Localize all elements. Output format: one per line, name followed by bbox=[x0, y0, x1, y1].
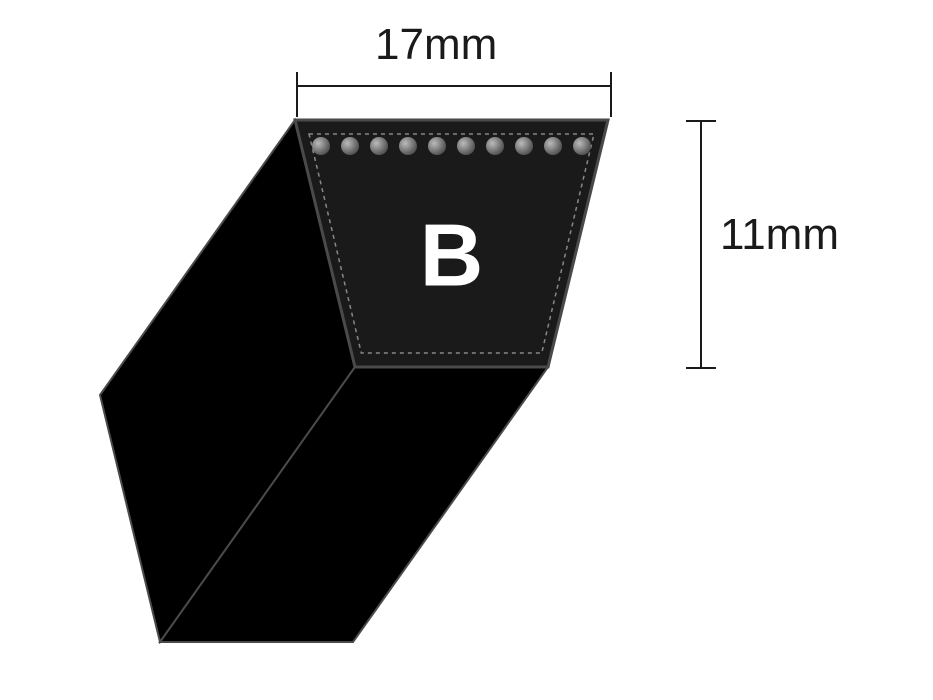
height-dimension-line bbox=[700, 120, 702, 369]
belt-letter: B bbox=[420, 206, 484, 305]
height-tick-bottom bbox=[686, 367, 716, 369]
width-dimension-label: 17mm bbox=[375, 20, 497, 70]
diagram-container: 17mm 11mm B bbox=[0, 0, 933, 700]
width-dimension-line bbox=[296, 85, 612, 87]
belt-illustration: B bbox=[95, 100, 675, 660]
height-dimension-label: 11mm bbox=[720, 210, 839, 260]
height-tick-top bbox=[686, 120, 716, 122]
